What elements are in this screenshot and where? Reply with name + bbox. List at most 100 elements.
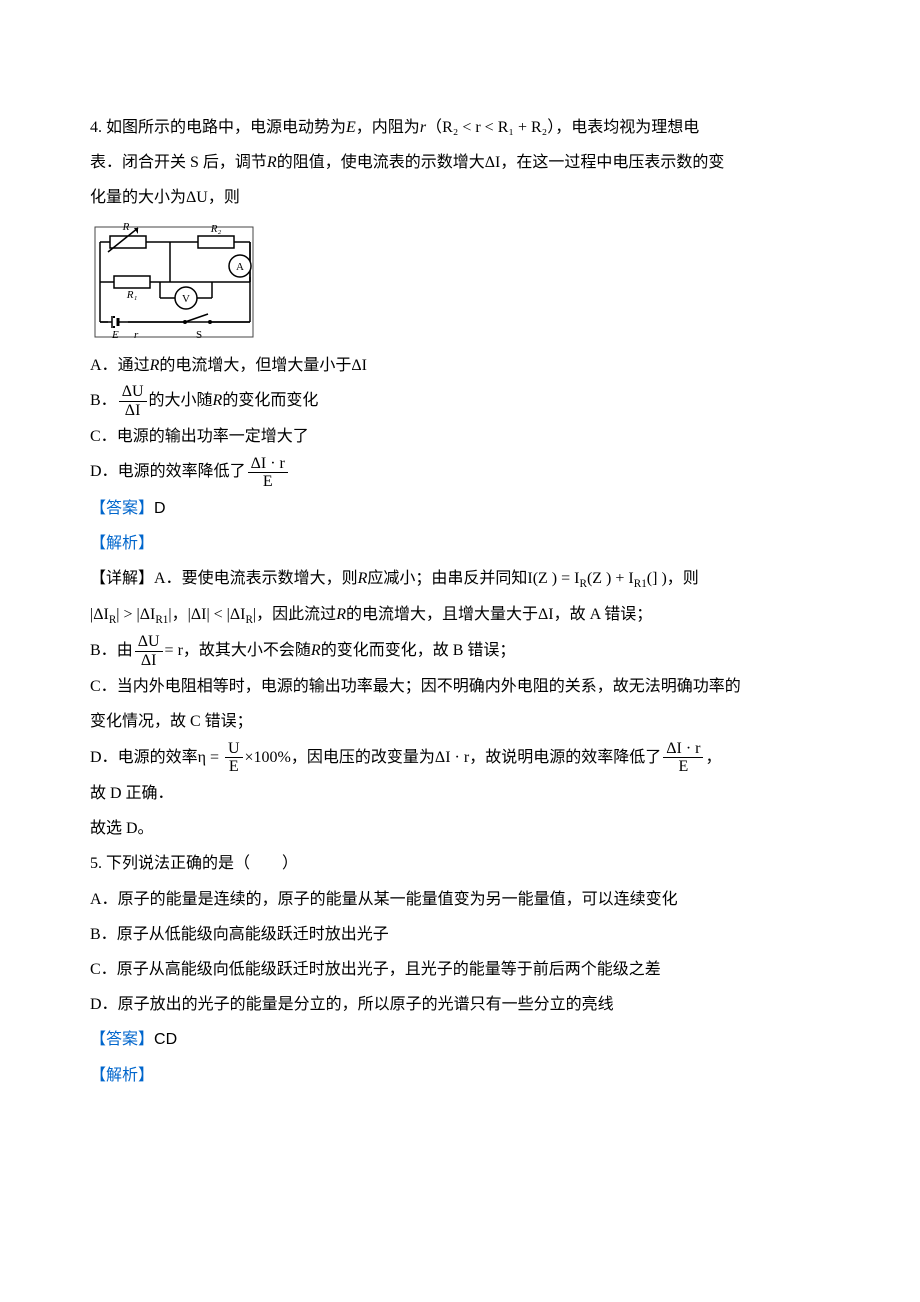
q4-dI: ΔI xyxy=(485,154,501,171)
q4-detailA-dI: ΔI xyxy=(538,606,554,623)
circuit-label-V: V xyxy=(182,293,190,305)
q4-stem-1b: ，内阻为 xyxy=(356,119,420,136)
q5-option-A: A．原子的能量是连续的，原子的能量从某一能量值变为另一能量值，可以连续变化 xyxy=(90,882,830,917)
q4-detailD-frac2: ΔI · rE xyxy=(663,740,703,776)
q4-detailC-1: 当内外电阻相等时，电源的输出功率最大；因不明确内外电阻的关系，故无法明确功率的 xyxy=(117,678,741,695)
q4-answer-label: 【答案】 xyxy=(90,500,154,517)
q4-stem-line3: 化量的大小为ΔU，则 xyxy=(90,180,830,215)
q5-optB-label: B． xyxy=(90,926,117,943)
q4-detailB-3: 的变化而变化，故 B 错误； xyxy=(321,642,516,659)
q4-detailA-5: 的电流增大，且增大量大于 xyxy=(346,606,538,623)
q4-answer: 【答案】D xyxy=(90,491,830,526)
q4-analysis: 【解析】 xyxy=(90,526,830,561)
q4-optB-text2: 的变化而变化 xyxy=(222,392,318,409)
q5-option-D: D．原子放出的光子的能量是分立的，所以原子的光谱只有一些分立的亮线 xyxy=(90,987,830,1022)
q4-optD-frac: ΔI · rE xyxy=(248,455,288,491)
q4-detailD-label: D． xyxy=(90,749,118,766)
q4-optB-label: B． xyxy=(90,392,117,409)
q4-detailA-label: 【详解】A． xyxy=(90,570,182,587)
q5-option-B: B．原子从低能级向高能级跃迁时放出光子 xyxy=(90,917,830,952)
q4-detailA-abs1b: | > |ΔI xyxy=(116,606,155,623)
q4-detailD-1: 电源的效率 xyxy=(118,749,198,766)
q4-optA-pre: 通过 xyxy=(118,357,150,374)
q4-option-A: A．通过R的电流增大，但增大量小于ΔI xyxy=(90,348,830,383)
q4-detailD-times: ×100% xyxy=(245,749,291,766)
q4-stem-line1: 4. 如图所示的电路中，电源电动势为E，内阻为r（R₂ < r < R₁ + R… xyxy=(90,110,830,145)
q4-detailA-R: R xyxy=(358,570,368,587)
q5-optC-label: C． xyxy=(90,961,117,978)
q4-detailB-2: ，故其大小不会随 xyxy=(183,642,311,659)
q5-answer-label: 【答案】 xyxy=(90,1031,154,1048)
q4-detailB-den: ΔI xyxy=(135,652,163,670)
q4-optD-label: D． xyxy=(90,463,118,480)
q4-detailA-eq1c: (] ) xyxy=(647,570,667,587)
q5-optD-label: D． xyxy=(90,996,118,1013)
circuit-label-E: E xyxy=(111,329,119,341)
q4-stem-2b: 的阻值，使电流表的示数增大 xyxy=(277,154,485,171)
circuit-diagram: R R₂ A R₁ V E r S xyxy=(90,222,260,342)
q4-detailA-eq1-sub: R xyxy=(579,578,586,590)
q5-optC-text: 原子从高能级向低能级跃迁时放出光子，且光子的能量等于前后两个能级之差 xyxy=(117,961,661,978)
q4-detailA-3: ，则 xyxy=(667,570,699,587)
q4-option-C: C．电源的输出功率一定增大了 xyxy=(90,419,830,454)
q4-number: 4. xyxy=(90,119,106,136)
q4-optD-den: E xyxy=(248,473,288,491)
q4-detailA-1: 要使电流表示数增大，则 xyxy=(182,570,358,587)
q4-detail-A2: |ΔIR| > |ΔIR1|，|ΔI| < |ΔIR|，因此流过R的电流增大，且… xyxy=(90,597,830,633)
q4-optA-R: R xyxy=(150,357,160,374)
q4-option-B: B．ΔUΔI的大小随R的变化而变化 xyxy=(90,383,830,419)
q4-optC-text: 电源的输出功率一定增大了 xyxy=(117,428,309,445)
q4-optC-label: C． xyxy=(90,428,117,445)
q4-detailD-frac1-den: E xyxy=(225,758,243,776)
q4-conclusion-text: 故选 D。 xyxy=(90,820,154,837)
circuit-label-r: r xyxy=(134,329,139,341)
q4-detailD-2: ，因电压的改变量为 xyxy=(291,749,435,766)
q4-optA-label: A． xyxy=(90,357,118,374)
q4-R-var: R xyxy=(267,154,277,171)
q4-detailD-frac2-num: ΔI · r xyxy=(663,740,703,759)
q4-detail-C2: 变化情况，故 C 错误； xyxy=(90,704,830,739)
circuit-label-R2: R₂ xyxy=(210,223,222,235)
q4-inequality: R₂ < r < R₁ + R₂ xyxy=(442,119,547,136)
q4-detail-D: D．电源的效率η = UE×100%，因电压的改变量为ΔI · r，故说明电源的… xyxy=(90,740,830,776)
q4-stem-3a: 化量的大小为 xyxy=(90,189,186,206)
q4-paren-open: （ xyxy=(426,119,442,136)
q4-detail-B: B．由ΔUΔI= r，故其大小不会随R的变化而变化，故 B 错误； xyxy=(90,633,830,669)
circuit-label-R: R xyxy=(122,222,130,233)
q4-detailA-R2: R xyxy=(336,606,346,623)
q4-detail-C: C．当内外电阻相等时，电源的输出功率最大；因不明确内外电阻的关系，故无法明确功率… xyxy=(90,669,830,704)
q4-paren-close: ），电表均视为理想电 xyxy=(547,119,699,136)
q4-optB-text: 的大小随 xyxy=(149,392,213,409)
q5-optA-text: 原子的能量是连续的，原子的能量从某一能量值变为另一能量值，可以连续变化 xyxy=(118,891,678,908)
q4-detailD-5: 故 D 正确． xyxy=(90,785,174,802)
q4-optA-mid: 的电流增大，但增大量小于 xyxy=(159,357,351,374)
circuit-label-S: S xyxy=(196,329,202,341)
q5-option-C: C．原子从高能级向低能级跃迁时放出光子，且光子的能量等于前后两个能级之差 xyxy=(90,952,830,987)
q4-detailD-dIr: ΔI · r xyxy=(435,749,469,766)
q4-detail-A: 【详解】A．要使电流表示数增大，则R应减小；由串反并同知I(Z ) = IR(Z… xyxy=(90,561,830,597)
q4-stem-1a: 如图所示的电路中，电源电动势为 xyxy=(106,119,346,136)
q4-detailA-abs2: |ΔI| < |ΔI xyxy=(188,606,246,623)
q4-detailA-abs1-sub2: R1 xyxy=(155,614,168,626)
q4-detailA-eq1b: (Z ) + I xyxy=(587,570,634,587)
q4-detailA-4: ，因此流过 xyxy=(256,606,336,623)
q4-detailD-frac2-den: E xyxy=(663,758,703,776)
q4-detailC-2: 变化情况，故 C 错误； xyxy=(90,713,253,730)
q4-detailB-eq: = r xyxy=(165,642,183,659)
q4-optD-num: ΔI · r xyxy=(248,455,288,474)
q4-detailB-1: 由 xyxy=(117,642,133,659)
q4-stem-2a: 表．闭合开关 S 后，调节 xyxy=(90,154,267,171)
q5-analysis: 【解析】 xyxy=(90,1058,830,1093)
q4-detailA-6: ，故 A 错误； xyxy=(554,606,653,623)
q4-stem-line2: 表．闭合开关 S 后，调节R的阻值，使电流表的示数增大ΔI，在这一过程中电压表示… xyxy=(90,145,830,180)
q5-answer-value: CD xyxy=(154,1031,177,1048)
q4-detailC-label: C． xyxy=(90,678,117,695)
q4-detailA-eq1-sub2: R1 xyxy=(634,578,647,590)
q4-optB-R: R xyxy=(213,392,223,409)
q4-detailB-frac: ΔUΔI xyxy=(135,633,163,669)
q4-answer-value: D xyxy=(154,500,166,517)
q4-detailD-4: ， xyxy=(705,749,721,766)
q4-conclusion: 故选 D。 xyxy=(90,811,830,846)
q4-E: E xyxy=(346,119,356,136)
q4-option-D: D．电源的效率降低了ΔI · rE xyxy=(90,454,830,490)
